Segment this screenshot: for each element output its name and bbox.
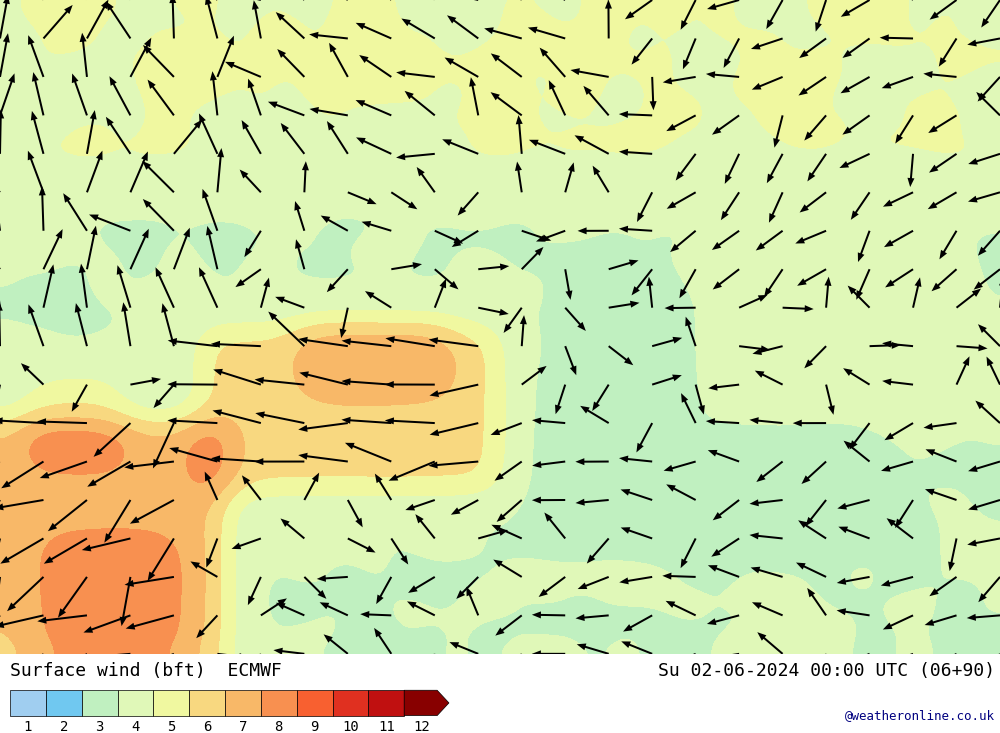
Bar <box>261 690 297 715</box>
Bar <box>153 690 189 715</box>
Text: 10: 10 <box>342 721 359 733</box>
Polygon shape <box>404 690 449 715</box>
Text: 11: 11 <box>378 721 395 733</box>
Text: 7: 7 <box>239 721 247 733</box>
Bar <box>368 690 404 715</box>
Bar <box>10 690 46 715</box>
Text: 2: 2 <box>60 721 68 733</box>
Bar <box>118 690 153 715</box>
Text: 3: 3 <box>95 721 104 733</box>
Bar <box>225 690 261 715</box>
Text: Surface wind (bft)  ECMWF: Surface wind (bft) ECMWF <box>10 662 282 680</box>
Text: 9: 9 <box>310 721 319 733</box>
Bar <box>46 690 82 715</box>
Text: Su 02-06-2024 00:00 UTC (06+90): Su 02-06-2024 00:00 UTC (06+90) <box>658 662 995 680</box>
Text: 1: 1 <box>24 721 32 733</box>
Text: 12: 12 <box>414 721 430 733</box>
Text: 8: 8 <box>275 721 283 733</box>
Bar <box>297 690 332 715</box>
Bar <box>332 690 368 715</box>
Text: 4: 4 <box>131 721 140 733</box>
Bar <box>82 690 118 715</box>
Text: 6: 6 <box>203 721 211 733</box>
Text: @weatheronline.co.uk: @weatheronline.co.uk <box>845 709 995 722</box>
Bar <box>189 690 225 715</box>
Text: 5: 5 <box>167 721 175 733</box>
